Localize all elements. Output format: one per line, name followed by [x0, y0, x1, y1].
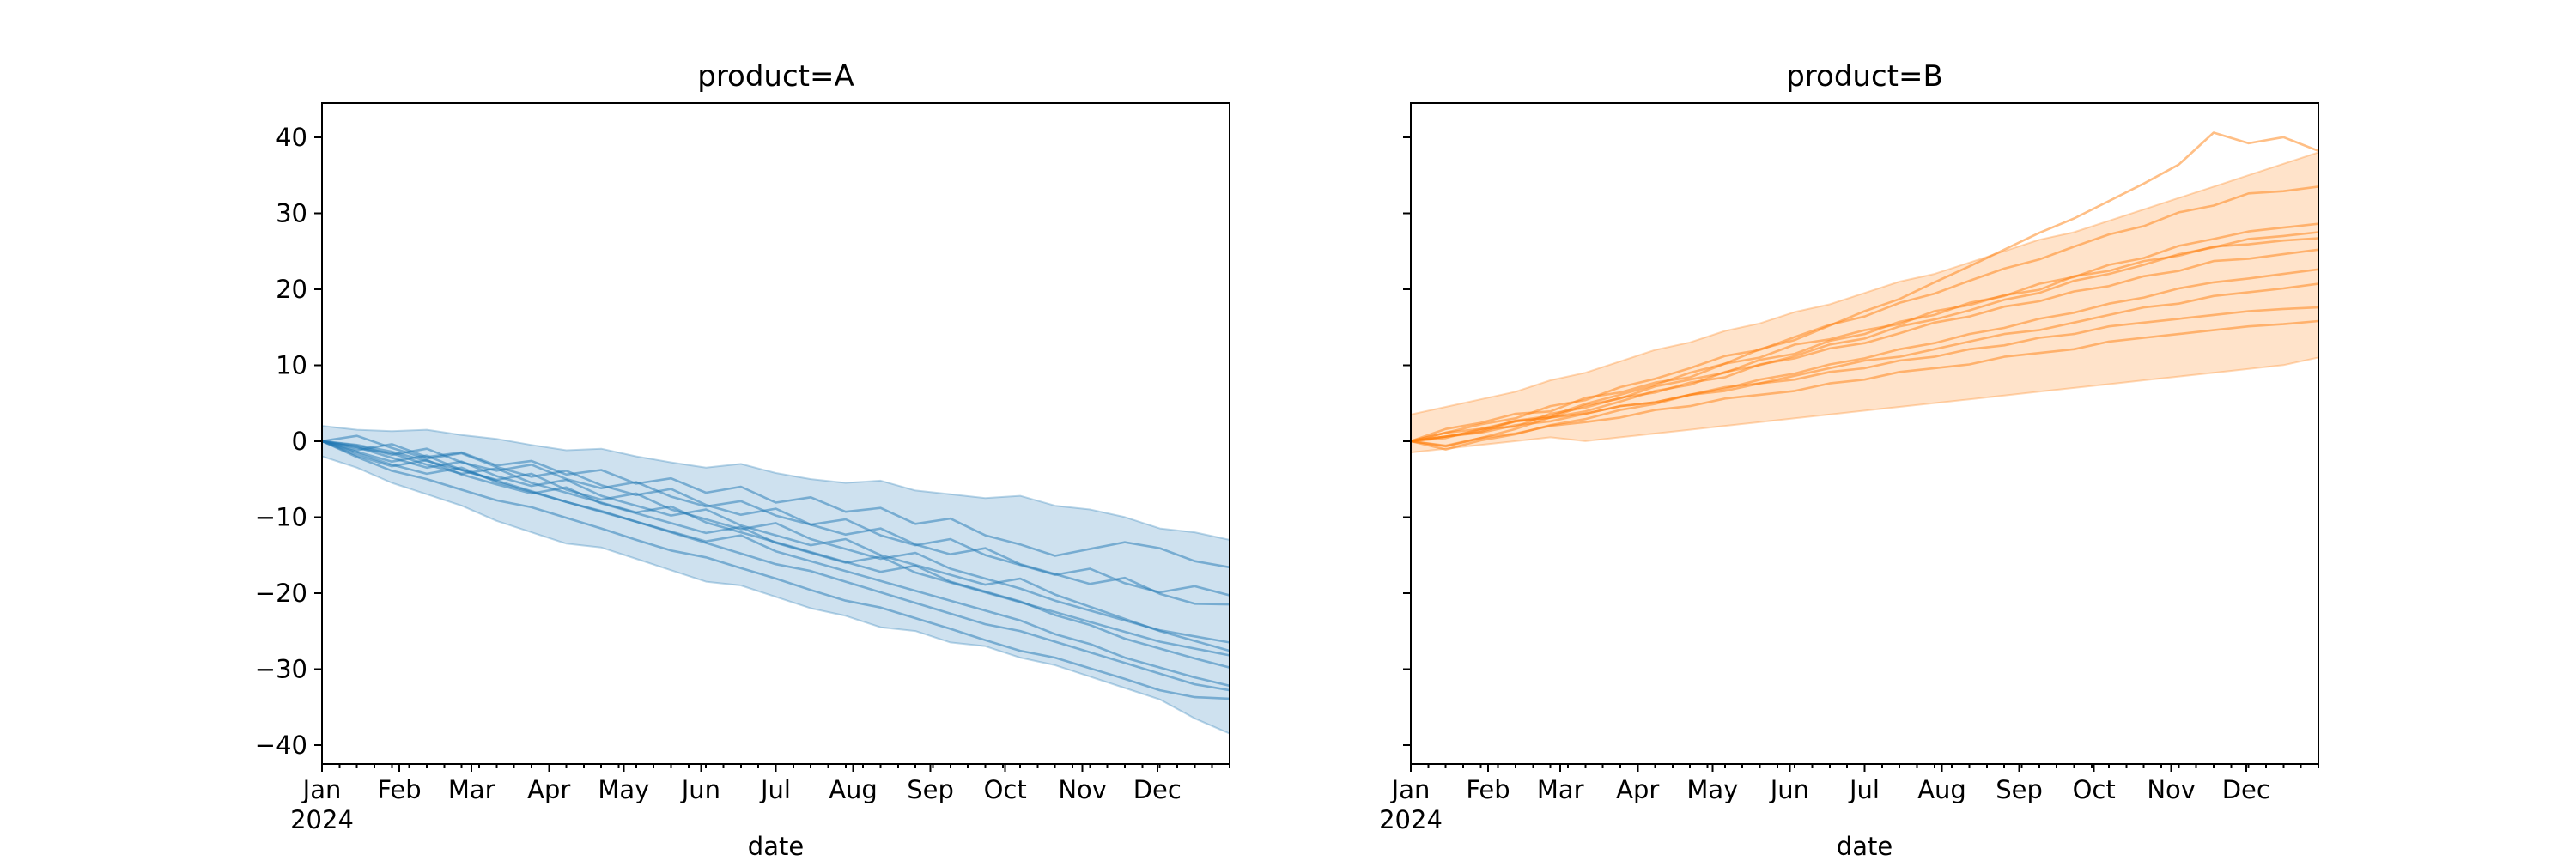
- series-line-unit-03: [1411, 222, 2318, 443]
- x-tick-label: Nov: [2147, 775, 2196, 804]
- range-band: [1411, 151, 2318, 454]
- x-tick-label: Jan: [1390, 775, 1431, 804]
- series-line-unit-08: [1411, 282, 2318, 443]
- series-line-unit-09: [322, 440, 1230, 692]
- series-line-unit-02: [1411, 185, 2318, 443]
- x-tick-label: Nov: [1058, 775, 1107, 804]
- x-tick-label: Mar: [448, 775, 495, 804]
- y-tick-label: 0: [292, 427, 307, 456]
- y-tick-label: −20: [255, 579, 307, 608]
- x-tick-label: Aug: [829, 775, 878, 804]
- x-tick-label: Apr: [527, 775, 570, 804]
- x-tick-year-label: 2024: [290, 805, 354, 834]
- x-tick-label: Jul: [1848, 775, 1880, 804]
- data-layer: [322, 425, 1230, 735]
- facet-b-title: product=B: [1786, 59, 1943, 94]
- x-tick-label: May: [1686, 775, 1738, 804]
- x-tick-label: Mar: [1537, 775, 1584, 804]
- x-tick-label: Feb: [377, 775, 421, 804]
- x-tick-label: Sep: [907, 775, 954, 804]
- series-line-unit-05: [1411, 237, 2318, 443]
- series-line-unit-06: [1411, 248, 2318, 443]
- y-tick-label: −30: [255, 654, 307, 683]
- x-tick-label: Aug: [1917, 775, 1966, 804]
- series-line-unit-10: [1411, 319, 2318, 447]
- y-tick-label: −40: [255, 731, 307, 760]
- x-tick-year-label: 2024: [1379, 805, 1443, 834]
- series-line-unit-09: [1411, 306, 2318, 443]
- x-tick-label: Jan: [301, 775, 342, 804]
- x-tick-label: Jun: [1769, 775, 1809, 804]
- facet-a-x-axis-label: date: [747, 832, 805, 861]
- series-line-unit-10: [322, 440, 1230, 700]
- x-tick-label: May: [598, 775, 649, 804]
- series-line-unit-02: [322, 440, 1230, 597]
- series-line-unit-05: [322, 440, 1230, 652]
- series-line-unit-03: [322, 434, 1230, 606]
- x-tick-label: Dec: [2222, 775, 2270, 804]
- facet-b-x-axis-label: date: [1836, 832, 1893, 861]
- series-line-unit-07: [1411, 268, 2318, 451]
- x-tick-label: Apr: [1616, 775, 1659, 804]
- data-layer: [1411, 131, 2318, 454]
- x-tick-label: Oct: [2073, 775, 2116, 804]
- y-tick-label: 20: [276, 275, 307, 304]
- x-tick-label: Dec: [1133, 775, 1182, 804]
- x-tick-label: Jul: [759, 775, 791, 804]
- y-tick-label: −10: [255, 502, 307, 531]
- y-tick-label: 40: [276, 123, 307, 152]
- facet-a-title: product=A: [697, 59, 854, 94]
- x-tick-label: Oct: [984, 775, 1027, 804]
- x-tick-label: Sep: [1996, 775, 2043, 804]
- y-tick-label: 30: [276, 198, 307, 227]
- y-tick-label: 10: [276, 350, 307, 379]
- x-tick-label: Jun: [680, 775, 720, 804]
- x-tick-label: Feb: [1466, 775, 1510, 804]
